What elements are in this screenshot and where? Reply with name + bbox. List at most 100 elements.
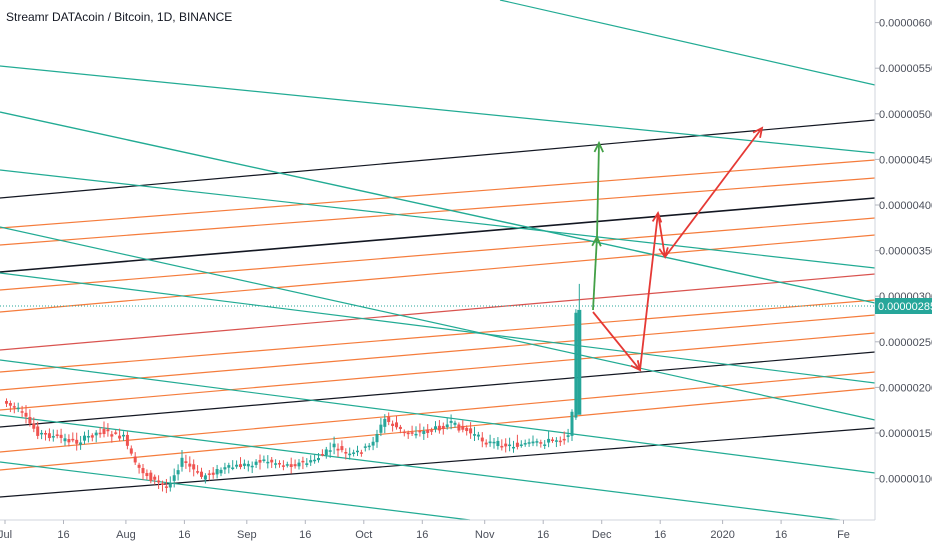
candle-body	[398, 426, 402, 429]
candle-body	[215, 469, 219, 475]
candle-body	[122, 434, 125, 437]
candles	[5, 283, 582, 494]
candle-body	[332, 443, 336, 448]
candle-body	[344, 452, 348, 454]
price-tick-label: 0.00000450	[879, 154, 932, 166]
candle-body	[527, 442, 531, 444]
candle-body	[270, 459, 274, 463]
candle-body	[363, 446, 367, 448]
candle-body	[227, 465, 231, 468]
candle-body	[309, 460, 313, 463]
candle-body	[317, 457, 320, 461]
candle-body	[340, 446, 344, 451]
candle-body	[504, 443, 508, 447]
candle-body	[180, 457, 184, 467]
channel-line	[0, 177, 876, 246]
candle-body	[149, 472, 153, 481]
candle-body	[145, 473, 149, 477]
candle-body	[164, 486, 168, 488]
candle-body	[500, 445, 504, 448]
candle-body	[574, 312, 578, 418]
candle-body	[98, 432, 102, 435]
candle-body	[184, 461, 188, 463]
channel-line	[499, 0, 876, 86]
candle-body	[266, 461, 270, 464]
candle-body	[414, 433, 418, 436]
candle-body	[231, 467, 235, 470]
price-axis[interactable]: 0.00000600 0.00000550 0.00000500 0.00000450…	[875, 18, 932, 486]
channel-line	[0, 272, 876, 384]
candle-body	[523, 443, 527, 445]
price-tick-label: 0.00000200	[879, 382, 932, 394]
channel-line	[0, 169, 876, 269]
candle-body	[83, 435, 86, 441]
price-tick-label: 0.00000400	[879, 200, 932, 212]
candle-body	[515, 442, 519, 447]
candle-body	[63, 438, 67, 442]
candle-body	[278, 462, 281, 465]
candle-body	[441, 425, 445, 430]
candle-body	[554, 440, 558, 442]
projection-arrow-line	[592, 236, 598, 311]
price-tick-label: 0.00000350	[879, 246, 932, 258]
candle-body	[246, 463, 250, 467]
candle-body	[235, 464, 239, 467]
projection-arrow-line	[596, 142, 600, 238]
channel-line	[0, 314, 876, 391]
channel-line	[0, 414, 841, 521]
candle-body	[297, 462, 301, 467]
candle-body	[242, 463, 246, 466]
candle-body	[281, 465, 285, 467]
projection-arrow-line	[639, 212, 659, 371]
time-tick-label: 16	[416, 529, 428, 541]
channel-line	[0, 387, 876, 471]
candle-body	[254, 461, 258, 465]
time-axis[interactable]: Jul 16 Aug 16 Sep 16 Oct 16 Nov 16 Dec 16 2020 16 Fe	[0, 520, 850, 541]
candle-body	[410, 432, 414, 434]
candle-body	[12, 406, 16, 408]
time-tick-label: Jul	[0, 529, 12, 541]
candle-body	[473, 434, 476, 436]
candle-body	[328, 450, 332, 452]
candle-body	[118, 435, 122, 439]
time-tick-label: 16	[654, 529, 666, 541]
candle-body	[106, 429, 110, 432]
current-price-badge: 0.00000285	[875, 298, 932, 314]
candle-body	[469, 428, 473, 434]
candle-body	[492, 441, 496, 444]
time-tick-label: Oct	[355, 529, 372, 541]
time-tick-label: Nov	[475, 529, 495, 541]
candle-body	[110, 434, 114, 437]
candle-body	[336, 448, 340, 451]
channel-line	[0, 299, 876, 373]
candle-body	[375, 434, 379, 443]
projection-arrows	[591, 126, 764, 372]
candle-body	[402, 431, 406, 434]
candle-body	[47, 433, 51, 439]
candle-body	[67, 439, 71, 443]
candle-body	[211, 472, 215, 475]
candle-body	[512, 446, 515, 449]
candle-body	[20, 411, 24, 413]
candle-body	[133, 456, 137, 463]
candle-body	[465, 427, 469, 432]
candle-body	[293, 464, 297, 467]
candle-body	[79, 442, 83, 445]
candle-body	[44, 433, 47, 435]
breakout-candle	[577, 309, 582, 415]
candle-body	[137, 464, 141, 468]
candle-body	[36, 426, 40, 436]
candle-body	[551, 439, 554, 442]
price-tick-label: 0.00000100	[879, 474, 932, 486]
candle-body	[5, 401, 8, 404]
candle-body	[461, 425, 465, 430]
channel-line	[0, 65, 876, 154]
candle-body	[313, 459, 317, 462]
candle-body	[285, 464, 289, 466]
candle-body	[239, 464, 242, 468]
candle-body	[141, 468, 145, 474]
price-tick-label: 0.00000550	[879, 63, 932, 75]
projection-arrow-line	[657, 212, 666, 258]
candle-body	[168, 483, 172, 488]
